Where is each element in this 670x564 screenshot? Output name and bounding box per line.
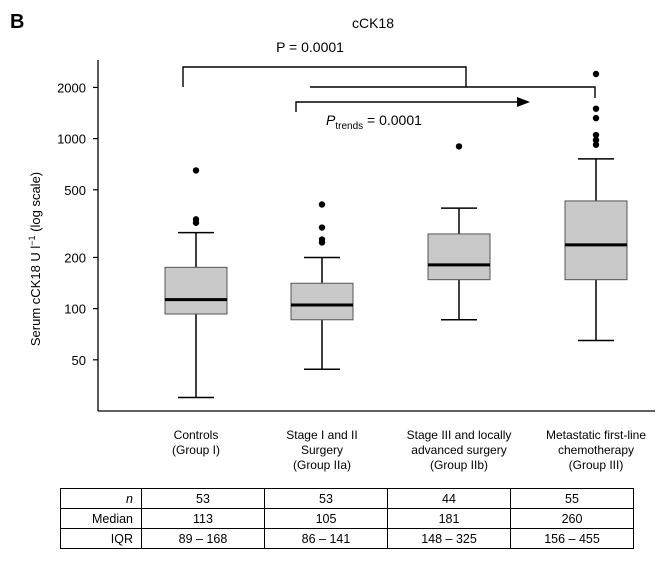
outlier-point [592,70,600,78]
outlier-point [592,136,600,144]
outlier-point [318,201,326,208]
stats-table: n 53 53 44 55 Median 113 105 181 260 IQR 89 – 168 86… [60,488,634,549]
outlier-point [318,224,326,231]
stats-cell: 148 – 325 [387,528,511,549]
outlier-point [192,167,200,174]
x-category-label: advanced surgery [411,443,506,457]
stats-cell: 89 – 168 [141,528,265,549]
y-tick-label: 500 [64,183,86,198]
y-axis-label-suffix: (log scale) [28,172,43,236]
outlier-point [455,143,463,150]
outlier-point [318,236,326,243]
stats-cell: 55 [510,488,634,509]
trend-arrowhead [517,97,530,107]
y-axis-label-sup: −1 [27,235,37,245]
y-tick-label: 2000 [57,80,86,95]
stats-cell: 260 [510,508,634,529]
outlier-point [592,105,600,112]
stats-row-label: Median [60,508,142,529]
outlier-point [592,141,600,148]
p-overall-bracket [182,66,467,87]
p-overall-label: P = 0.0001 [276,39,344,55]
p-overall-bracket-group [310,86,596,98]
stats-row: Median 113 105 181 260 [60,508,634,529]
stats-cell: 156 – 455 [510,528,634,549]
stats-cell: 53 [264,488,388,509]
box [164,266,228,315]
outlier-point [192,216,200,223]
x-category-label: Controls [174,428,219,442]
stats-row-label: n [60,488,142,509]
y-tick-label: 100 [64,302,86,317]
x-category-label: (Group IIa) [293,458,351,472]
stats-cell: 181 [387,508,511,529]
outlier-point [592,131,600,139]
trend-arrow-line [295,101,518,112]
box [564,200,628,281]
stats-cell: 113 [141,508,265,529]
x-category-label: (Group IIb) [430,458,488,472]
stats-row: IQR 89 – 168 86 – 141 148 – 325 156 – 455 [60,528,634,549]
stats-row-label: IQR [60,528,142,549]
panel-label: B [10,11,24,33]
stats-cell: 105 [264,508,388,529]
box [427,233,491,281]
y-tick-label: 200 [64,250,86,265]
stats-row: n 53 53 44 55 [60,488,634,509]
p-trends-p: P [326,112,336,128]
chart-title: cCK18 [352,15,394,31]
x-category-label: Stage III and locally [407,428,512,442]
y-axis-label: Serum cCK18 U l−1 (log scale) [27,172,43,346]
p-trends-label: Ptrends = 0.0001 [326,112,422,132]
outlier-point [592,114,600,122]
x-category-label: Stage I and II [286,428,357,442]
y-tick-label: 1000 [57,132,86,147]
y-tick-label: 50 [72,353,86,368]
y-axis-label-main: Serum cCK18 U l [28,246,43,347]
x-category-label: (Group I) [172,443,220,457]
box [290,282,354,321]
x-category-label: Surgery [301,443,343,457]
x-category-label: Metastatic first-line [546,428,646,442]
x-category-label: chemotherapy [558,443,634,457]
x-category-label: (Group III) [569,458,624,472]
stats-cell: 86 – 141 [264,528,388,549]
boxplot-chart: B cCK18 Serum cCK18 U l−1 (log scale) 50… [10,11,655,472]
p-trends-sub: trends [335,121,363,132]
stats-cell: 53 [141,488,265,509]
stats-cell: 44 [387,488,511,509]
p-trends-value: = 0.0001 [363,112,422,128]
